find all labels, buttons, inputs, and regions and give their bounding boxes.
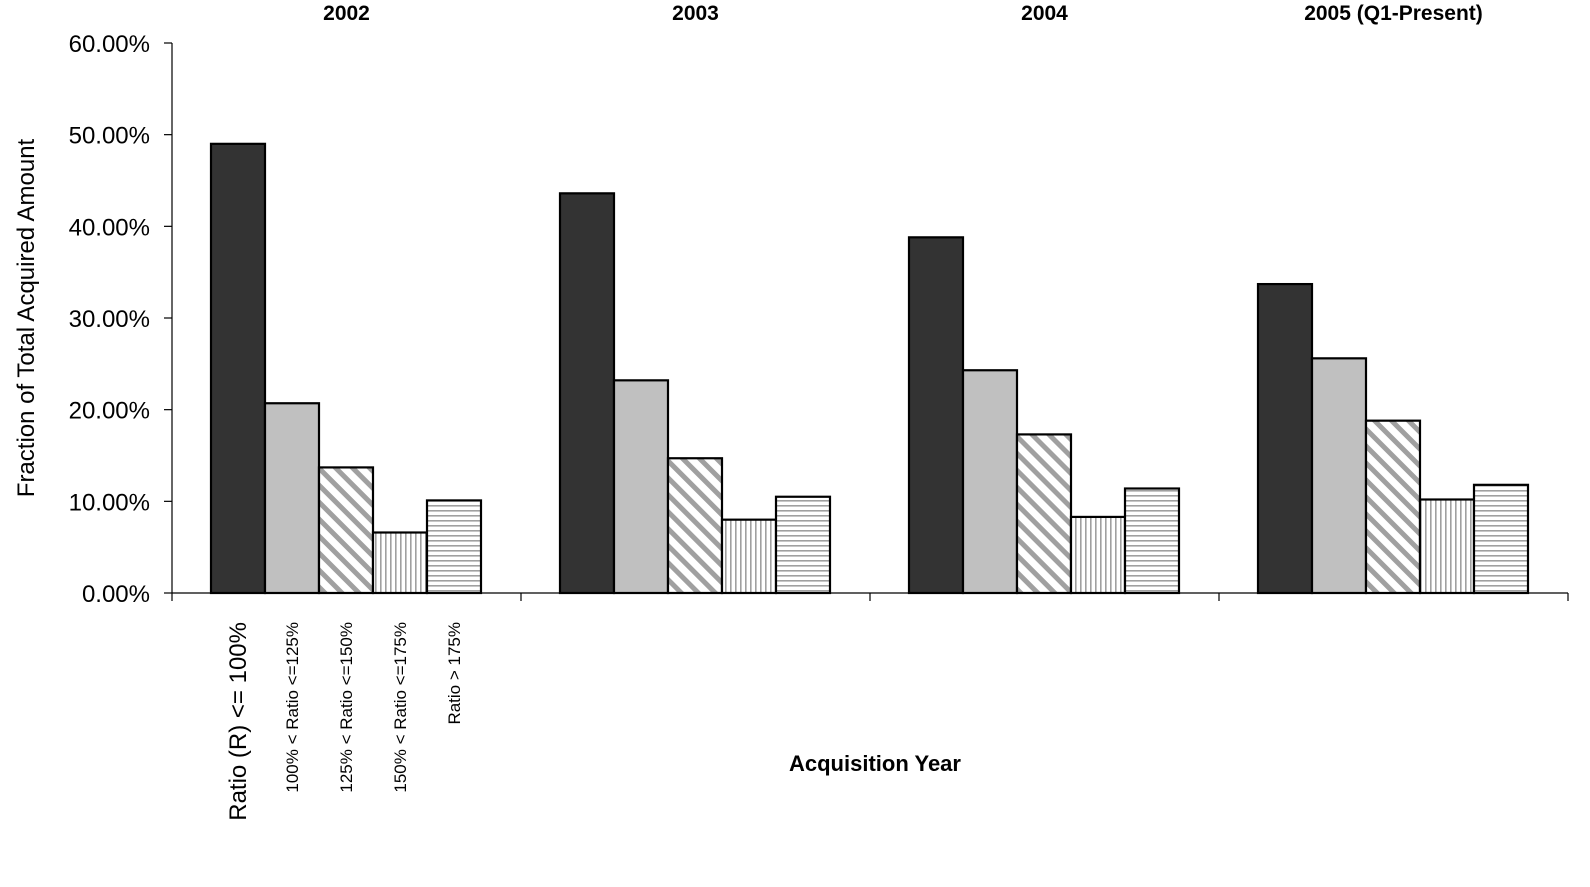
group-label: 2003 [672,2,719,25]
category-label: Ratio (R) <= 100% [225,622,252,821]
category-label: 100% < Ratio <=125% [283,622,302,793]
y-tick-label: 40.00% [69,214,150,241]
bar [666,457,724,595]
group-label: 2002 [323,2,370,25]
category-label: Ratio > 175% [445,622,464,725]
bar [371,531,429,595]
bar [1256,282,1314,595]
bar [317,466,375,595]
bar [1069,515,1127,595]
category-label: 125% < Ratio <=150% [337,622,356,793]
y-tick-label: 0.00% [82,581,150,608]
bar [1123,487,1181,595]
bar [1472,483,1530,595]
y-tick-label: 30.00% [69,306,150,333]
y-axis-title: Fraction of Total Acquired Amount [13,138,40,497]
bar [263,402,321,595]
group-label: 2004 [1021,2,1068,25]
x-axis-title: Acquisition Year [789,751,961,776]
category-label: 150% < Ratio <=175% [391,622,410,793]
bar [558,192,616,595]
bar [961,369,1019,595]
group-label: 2005 (Q1-Present) [1304,2,1483,25]
y-tick-label: 20.00% [69,398,150,425]
bar [612,379,670,595]
y-tick-label: 10.00% [69,489,150,516]
bar [1310,357,1368,595]
bar [907,236,965,595]
y-tick-label: 50.00% [69,123,150,150]
bar [774,495,832,595]
bar [425,499,483,595]
y-tick-label: 60.00% [69,31,150,58]
bar [720,518,778,595]
bar [1364,419,1422,595]
bar [1418,498,1476,595]
bar [209,142,267,595]
bar [1015,433,1073,595]
